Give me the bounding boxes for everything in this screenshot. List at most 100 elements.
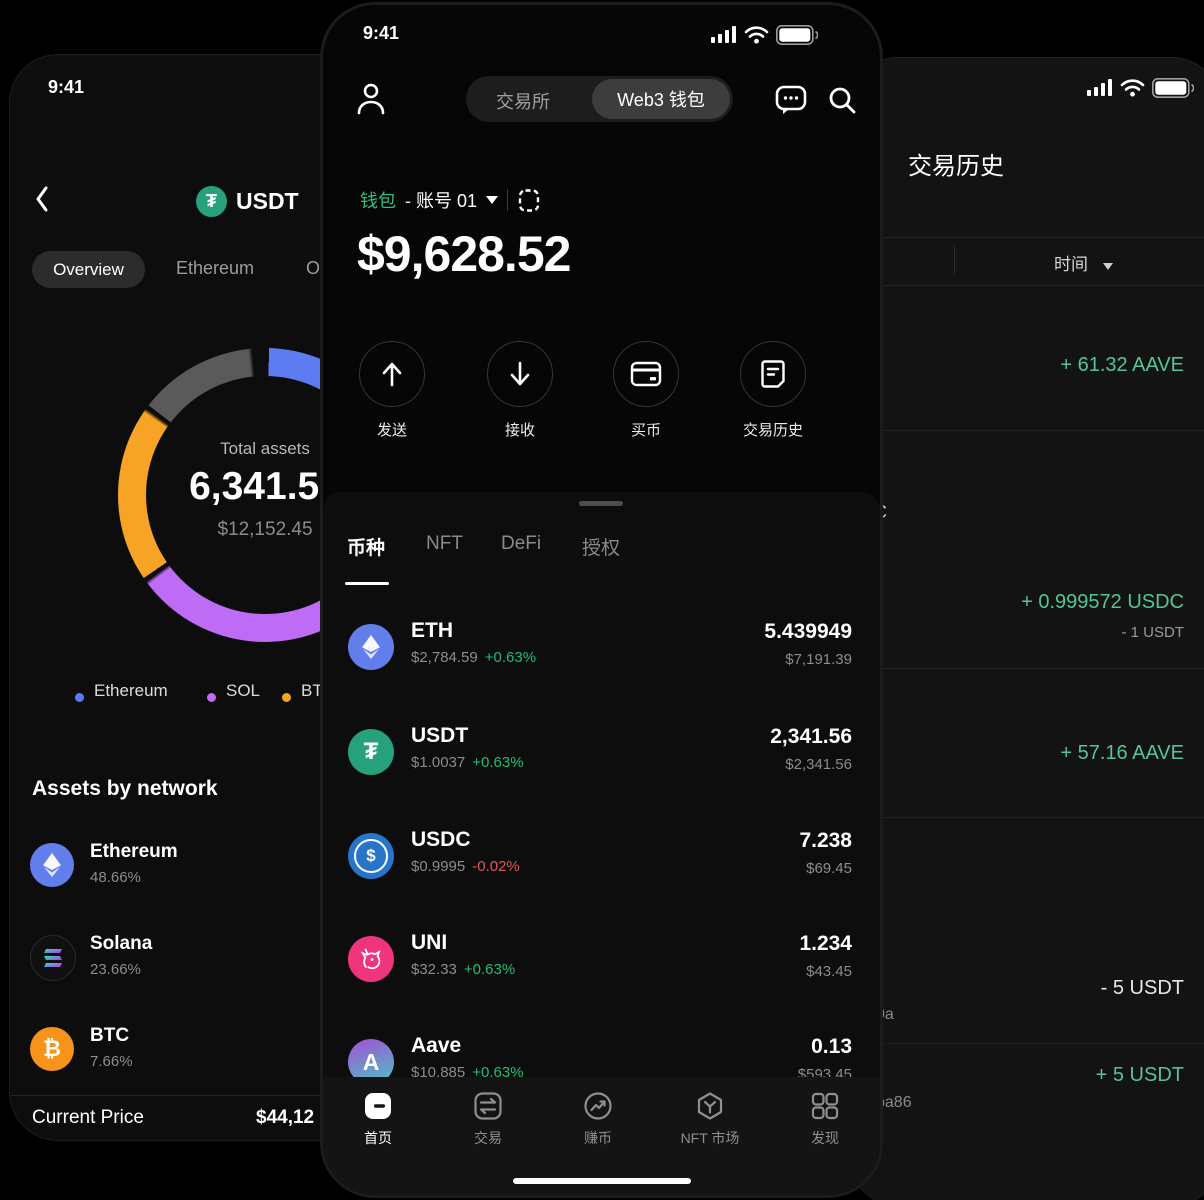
tab-third-partial[interactable]: O — [306, 258, 321, 278]
tab-auth[interactable]: 授权 — [582, 538, 621, 559]
token-change: +0.63% — [472, 754, 524, 771]
donut-caption: Total assets — [220, 439, 310, 458]
tx-divider — [850, 430, 1204, 431]
search-button[interactable] — [827, 85, 857, 115]
account-label: - 账号 01 — [405, 191, 478, 211]
battery-icon — [776, 25, 818, 45]
tab-exchange[interactable]: 交易所 — [496, 92, 550, 112]
nav-discover[interactable]: 发现 — [770, 1091, 880, 1148]
divider — [507, 189, 509, 211]
back-button[interactable] — [34, 185, 50, 213]
token-price: $2,784.59 — [411, 649, 478, 666]
receive-button[interactable]: 接收 — [470, 341, 570, 440]
token-price: $1.0037 — [411, 754, 466, 771]
tab-coins[interactable]: 币种 — [347, 538, 386, 559]
token-row-usdc[interactable]: $ USDC $0.9995 -0.02% 7.238 $69.45 — [323, 827, 880, 885]
tab-overview[interactable]: Overview — [32, 251, 145, 288]
network-row-btc[interactable]: ₿ BTC 7.66% — [10, 1023, 410, 1083]
tx-fragment: ba86 — [876, 1094, 912, 1111]
network-row-ethereum[interactable]: Ethereum 48.66% — [10, 839, 410, 899]
network-pct: 48.66% — [90, 869, 141, 886]
nav-label: 首页 — [364, 1130, 392, 1146]
tx-amount[interactable]: + 61.32 AAVE — [1060, 354, 1184, 376]
buy-crypto-button[interactable]: 买币 — [596, 341, 696, 440]
nav-earn[interactable]: 赚币 — [543, 1091, 653, 1148]
token-symbol: UNI — [411, 931, 448, 954]
time-filter[interactable]: 时间 — [1054, 250, 1113, 275]
solana-icon — [30, 935, 76, 981]
tx-divider — [850, 668, 1204, 669]
switch-wallet-icon[interactable] — [517, 187, 541, 214]
nav-home[interactable]: 首页 — [323, 1091, 433, 1148]
token-change: -0.02% — [472, 858, 520, 875]
support-chat-button[interactable] — [775, 84, 807, 116]
time-filter-label: 时间 — [1054, 255, 1088, 274]
bottom-nav: 首页 交易 赚币 — [323, 1077, 880, 1195]
arrow-up-icon — [382, 362, 402, 387]
tab-ethereum[interactable]: Ethereum — [176, 258, 255, 278]
tab-nft[interactable]: NFT — [426, 533, 463, 554]
chevron-down-icon — [1102, 263, 1113, 270]
chevron-down-icon — [486, 196, 499, 204]
wallet-selector[interactable]: 钱包 - 账号 01 — [360, 186, 541, 214]
legend-dot-ethereum — [75, 689, 84, 707]
legend-dot-sol — [207, 689, 216, 707]
token-value: $2,341.56 — [785, 756, 852, 773]
profile-button[interactable] — [355, 81, 387, 117]
token-amount: 7.238 — [799, 829, 852, 852]
receipt-icon — [761, 360, 785, 388]
token-price: $10.885 — [411, 1064, 466, 1081]
token-change: +0.63% — [472, 1064, 524, 1081]
trade-icon — [474, 1092, 502, 1120]
token-change: +0.63% — [484, 649, 537, 666]
signal-icon — [1087, 79, 1112, 96]
usdt-icon: ₮ — [196, 186, 227, 217]
segmented-control: 交易所 Web3 钱包 — [466, 76, 733, 122]
token-change: +0.63% — [463, 961, 516, 978]
token-value: $69.45 — [806, 860, 852, 877]
tx-amount[interactable]: + 0.999572 USDC — [1021, 591, 1184, 613]
earn-icon — [584, 1092, 612, 1120]
left-page-title: USDT — [236, 188, 299, 214]
token-amount: 0.13 — [811, 1035, 852, 1058]
nav-label: 发现 — [811, 1130, 839, 1146]
nav-nft-market[interactable]: NFT 市场 — [655, 1091, 765, 1148]
nav-label: 交易 — [474, 1130, 502, 1146]
tx-sub-amount: - 1 USDT — [1121, 624, 1184, 641]
total-assets-value: 6,341.56 — [189, 465, 341, 508]
tx-amount[interactable]: + 57.16 AAVE — [1060, 742, 1184, 764]
tx-amount[interactable]: - 5 USDT — [1100, 977, 1184, 999]
tab-web3-wallet[interactable]: Web3 钱包 — [592, 79, 730, 119]
drag-handle[interactable] — [579, 501, 623, 506]
tx-divider — [850, 1043, 1204, 1044]
right-phone: 交易历史 时间 + 61.32 AAVE C + 0.999572 USDC -… — [850, 58, 1204, 1200]
token-row-eth[interactable]: ETH $2,784.59 +0.63% 5.439949 $7,191.39 — [323, 618, 880, 676]
network-name: Solana — [90, 933, 153, 954]
assets-by-network-heading: Assets by network — [32, 777, 218, 800]
person-icon — [357, 83, 385, 115]
network-row-solana[interactable]: Solana 23.66% — [10, 931, 410, 991]
wallet-label: 钱包 — [360, 191, 396, 211]
history-button[interactable]: 交易历史 — [723, 341, 823, 440]
nft-market-icon — [697, 1092, 723, 1120]
wifi-icon — [1120, 79, 1145, 97]
network-name: Ethereum — [90, 841, 178, 862]
total-assets-fiat: $12,152.45 — [217, 519, 313, 540]
send-button[interactable]: 发送 — [342, 341, 442, 440]
active-tab-underline — [345, 582, 389, 585]
tx-amount[interactable]: + 5 USDT — [1095, 1064, 1184, 1086]
tab-defi[interactable]: DeFi — [501, 533, 542, 554]
token-row-uni[interactable]: UNI $32.33 +0.63% 1.234 $43.45 — [323, 930, 880, 988]
token-row-usdt[interactable]: ₮ USDT $1.0037 +0.63% 2,341.56 $2,341.56 — [323, 723, 880, 781]
filter-divider — [954, 246, 955, 274]
action-label: 发送 — [376, 422, 407, 439]
legend-ethereum: Ethereum — [94, 681, 168, 700]
action-label: 接收 — [504, 422, 535, 439]
battery-icon — [1152, 78, 1194, 98]
token-price: $32.33 — [411, 961, 457, 978]
status-time: 9:41 — [363, 23, 400, 43]
right-status-icons — [1087, 78, 1194, 98]
transaction-history-title: 交易历史 — [908, 153, 1004, 180]
home-icon — [365, 1093, 391, 1119]
nav-trade[interactable]: 交易 — [433, 1091, 543, 1148]
